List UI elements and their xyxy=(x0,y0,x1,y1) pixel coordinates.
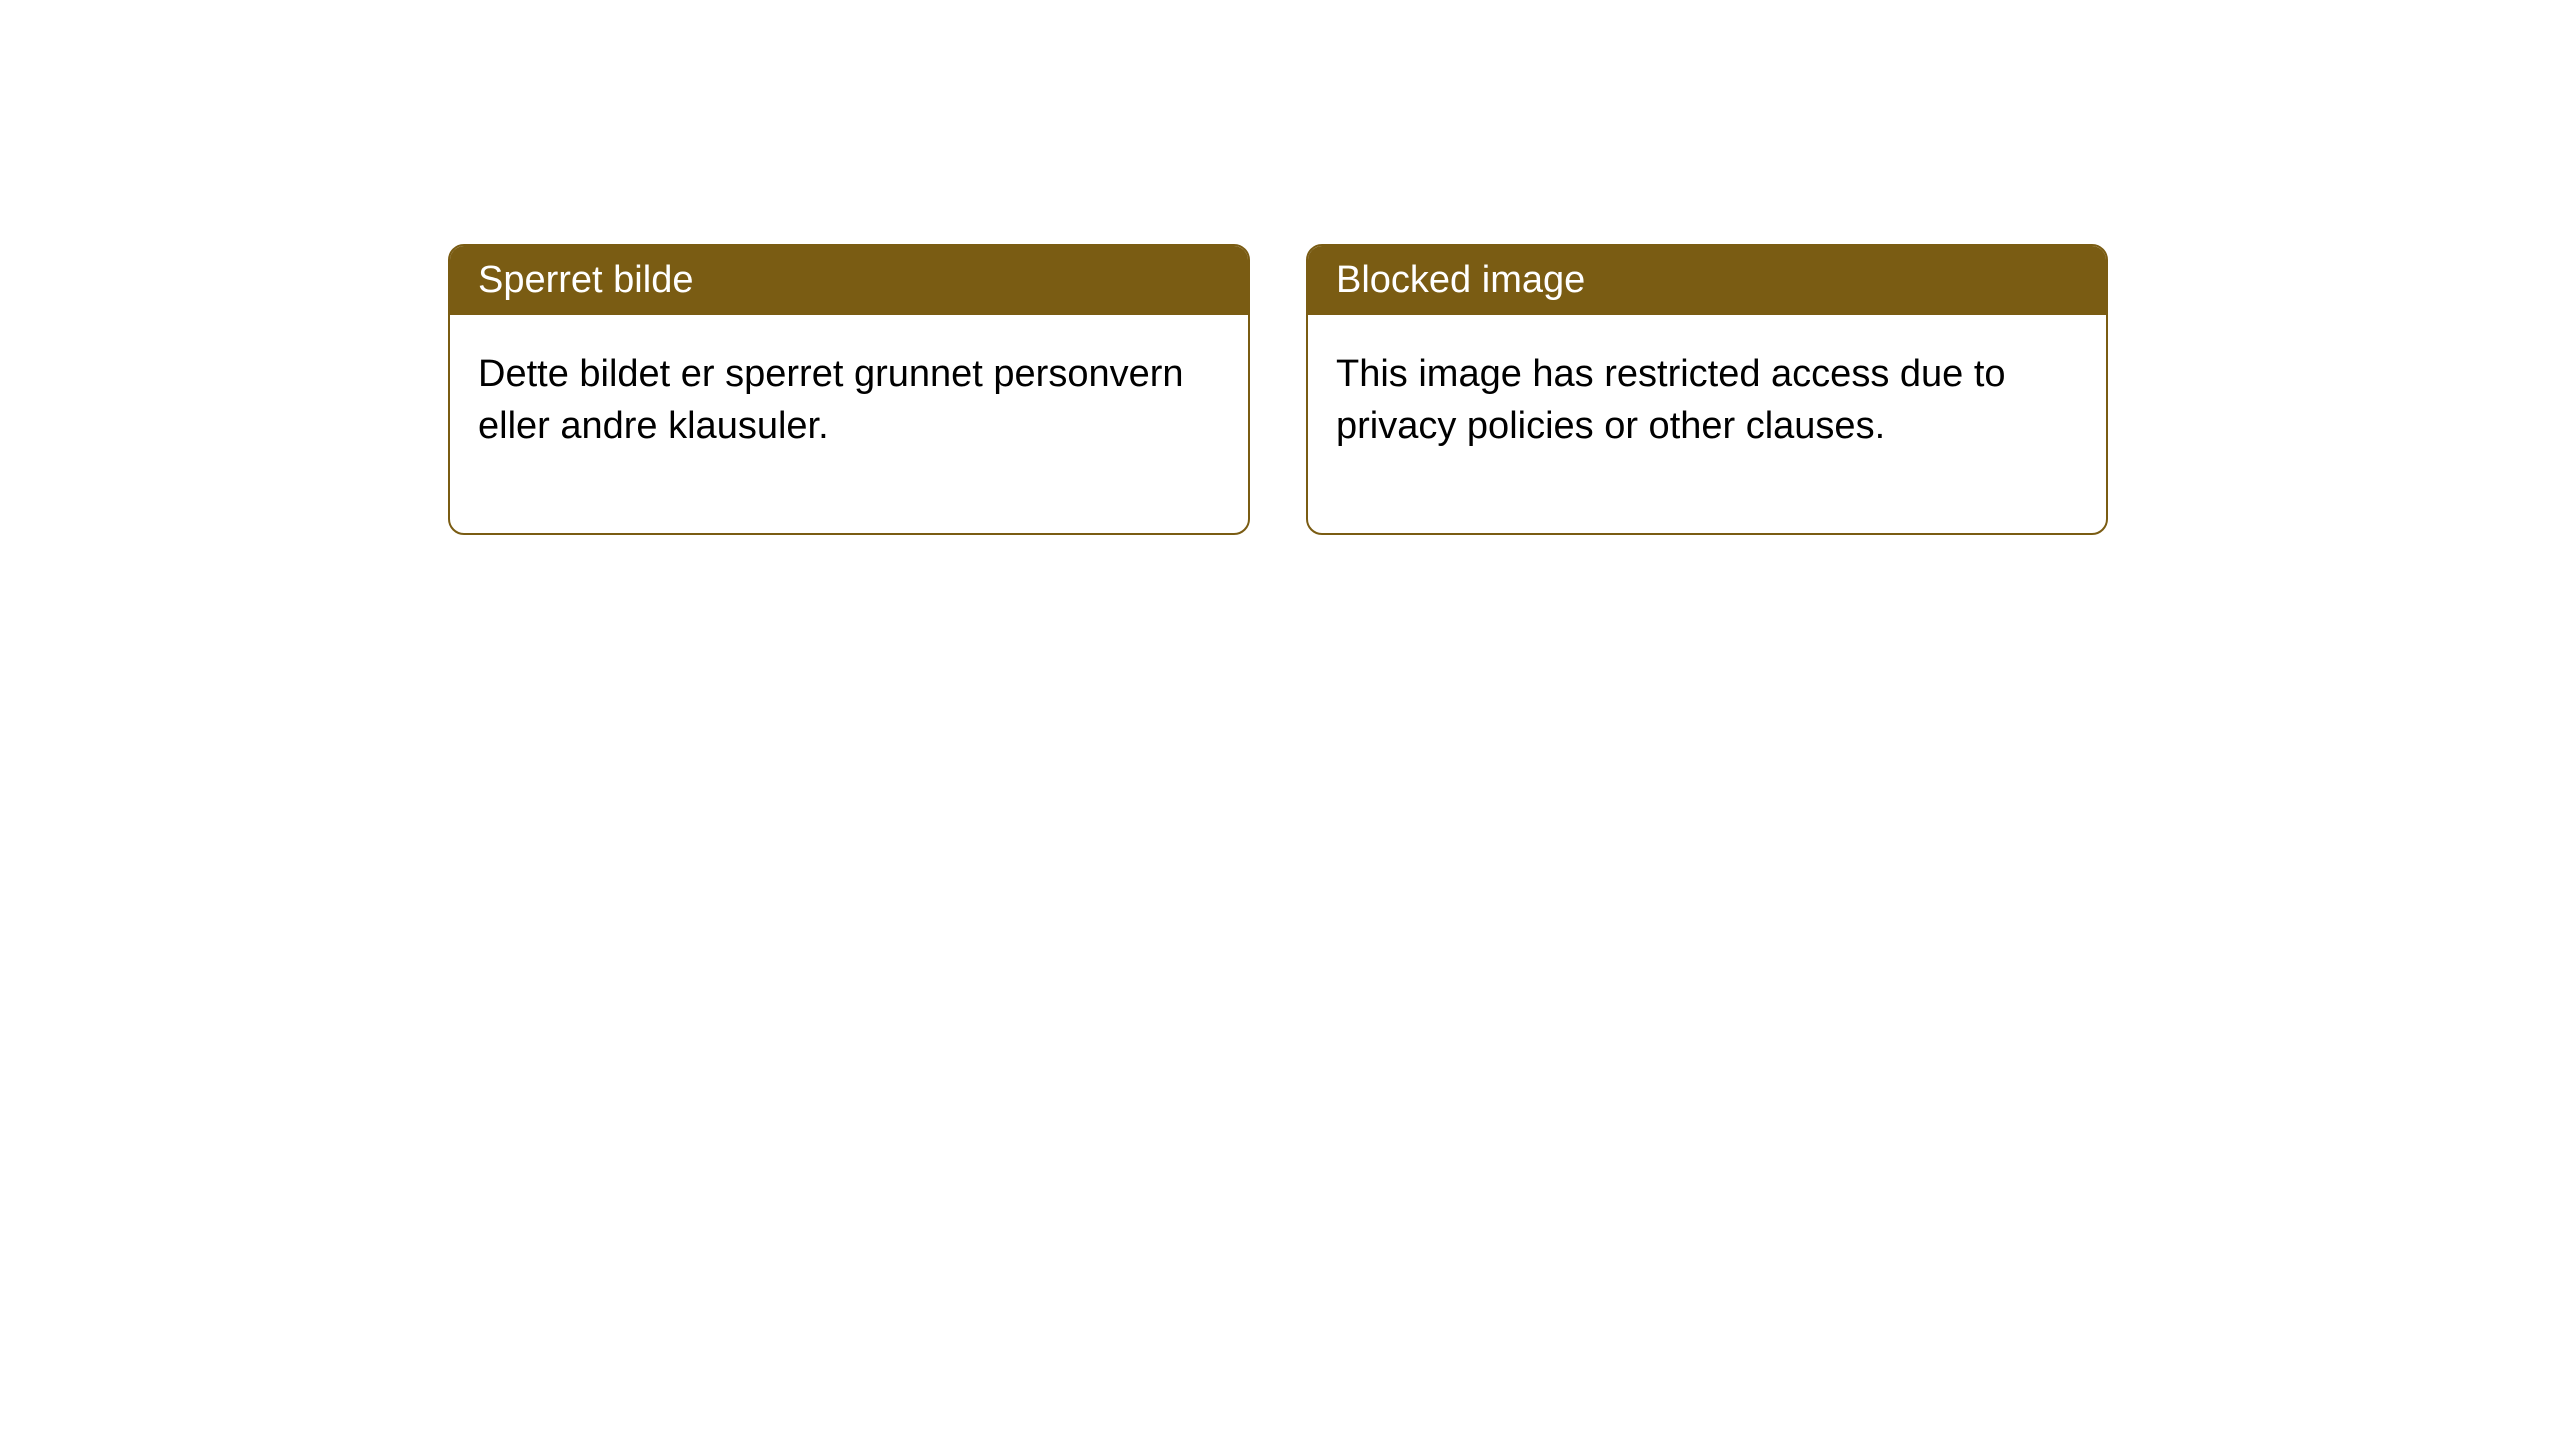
card-body-en: This image has restricted access due to … xyxy=(1308,315,2106,532)
blocked-image-card-no: Sperret bilde Dette bildet er sperret gr… xyxy=(448,244,1250,535)
notice-container: Sperret bilde Dette bildet er sperret gr… xyxy=(0,0,2560,535)
card-header-no: Sperret bilde xyxy=(450,246,1248,315)
card-header-en: Blocked image xyxy=(1308,246,2106,315)
blocked-image-card-en: Blocked image This image has restricted … xyxy=(1306,244,2108,535)
card-body-no: Dette bildet er sperret grunnet personve… xyxy=(450,315,1248,532)
